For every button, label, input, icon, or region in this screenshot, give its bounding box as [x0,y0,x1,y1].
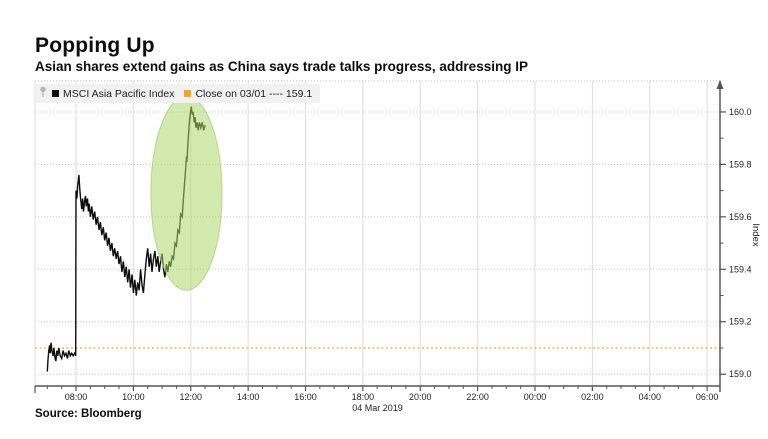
x-tick-label: 00:00 [524,392,547,402]
x-tick-label: 06:00 [696,392,719,402]
x-tick-label: 20:00 [409,392,432,402]
y-tick-label: 159.8 [729,159,752,169]
highlight-ellipse [150,95,223,291]
y-axis-title: Index [750,223,761,246]
x-tick-label: 04:00 [638,392,661,402]
legend-item-label: MSCI Asia Pacific Index [63,87,175,100]
x-tick-label: 08:00 [65,392,88,402]
legend-bar: MSCI Asia Pacific Index Close on 03/01 -… [35,84,321,103]
x-tick-label: 02:00 [581,392,604,402]
legend-item-label: Close on 03/01 ---- 159.1 [195,87,313,100]
pin-icon [39,86,47,101]
page-title: Popping Up [35,34,155,57]
x-tick-label: 16:00 [294,392,317,402]
y-tick-label: 159.0 [729,369,752,379]
y-tick-label: 159.6 [729,212,752,222]
legend-item-msci[interactable]: MSCI Asia Pacific Index [39,86,174,101]
reference-marker [184,90,192,97]
x-tick-label: 18:00 [352,392,375,402]
y-axis-arrow [716,80,724,89]
series-marker [52,90,59,97]
x-tick-label: 22:00 [466,392,489,402]
x-tick-label: 14:00 [237,392,260,402]
legend-item-close[interactable]: Close on 03/01 ---- 159.1 [184,88,312,100]
x-tick-label: 10:00 [122,392,145,402]
x-axis-date-label: 04 Mar 2019 [352,403,403,413]
x-tick-label: 12:00 [179,392,202,402]
y-tick-label: 159.2 [729,317,752,327]
page-subtitle: Asian shares extend gains as China says … [35,59,528,74]
y-tick-label: 160.0 [729,107,752,117]
source-credit: Source: Bloomberg [35,408,142,420]
y-tick-label: 159.4 [729,264,752,274]
